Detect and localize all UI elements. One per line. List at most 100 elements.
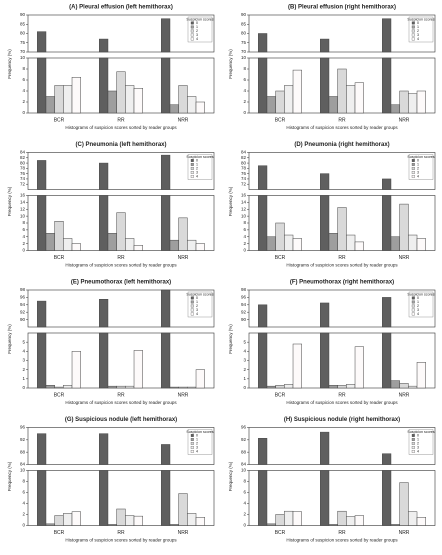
bar [354, 82, 364, 114]
bar [187, 96, 197, 114]
bar [266, 96, 276, 114]
legend-title: Suspicion scores [407, 292, 434, 296]
y-tick-label: 98 [241, 287, 247, 292]
legend-swatch [411, 21, 415, 25]
panel-title: (C) Pneumonia (left hemithorax) [75, 142, 166, 148]
bar [45, 233, 55, 251]
legend-title: Suspicion scores [186, 430, 213, 434]
y-tick-label: 84 [241, 150, 247, 155]
y-tick-label: 84 [241, 462, 247, 467]
y-tick-label: 12 [241, 206, 247, 211]
x-tick-label: BCR [54, 530, 65, 536]
bar-upper-part [258, 438, 268, 465]
bar [416, 362, 426, 389]
bar [45, 385, 55, 389]
legend-swatch [190, 33, 194, 37]
y-tick-label: 8 [243, 220, 246, 225]
legend-swatch [190, 163, 194, 166]
bar [195, 517, 205, 526]
legend-swatch [190, 312, 194, 316]
legend-label: 1 [196, 25, 198, 29]
bar [116, 385, 126, 389]
x-tick-label: BCR [275, 392, 286, 398]
y-axis-title: Frequency (%) [7, 461, 12, 491]
bar [275, 385, 285, 389]
y-tick-label: 8 [22, 479, 25, 484]
panel-title: (G) Suspicious nodule (left hemithorax) [65, 417, 177, 423]
legend-label: 0 [417, 296, 419, 300]
legend-swatch [190, 300, 194, 304]
y-tick-label: 2 [22, 512, 25, 517]
legend-swatch [411, 434, 415, 437]
x-tick-label: BCR [54, 255, 65, 261]
bar [133, 88, 143, 114]
upper-frame [27, 289, 215, 328]
bar [125, 385, 135, 389]
bar [195, 369, 205, 389]
legend-label: 0 [417, 21, 419, 25]
legend-label: 4 [196, 312, 198, 316]
bar [399, 90, 409, 114]
y-tick-label: 94 [241, 302, 247, 307]
bar [284, 384, 294, 389]
y-tick-label: 0 [243, 523, 246, 528]
legend-swatch [411, 171, 415, 174]
legend-swatch [190, 442, 194, 445]
x-tick-label: RR [117, 530, 125, 536]
y-tick-label: 4 [243, 234, 246, 239]
y-tick-label: 5 [243, 339, 246, 344]
legend-label: 2 [196, 29, 198, 33]
legend-swatch [190, 438, 194, 441]
y-tick-label: 2 [243, 367, 246, 372]
legend-swatch [190, 175, 194, 178]
bar [292, 511, 302, 526]
y-tick-label: 1 [22, 376, 25, 381]
legend-swatch [411, 300, 415, 304]
y-tick-label: 78 [20, 166, 26, 171]
y-tick-label: 0 [243, 110, 246, 115]
x-tick-label: NRR [399, 530, 410, 536]
x-tick-label: RR [338, 530, 346, 536]
bar [71, 77, 81, 114]
bar [71, 511, 81, 526]
legend-swatch [411, 33, 415, 37]
legend-label: 2 [417, 441, 419, 445]
y-tick-label: 4 [22, 501, 25, 506]
bar [63, 513, 73, 526]
y-tick-label: 75 [241, 40, 247, 45]
y-tick-label: 6 [22, 490, 25, 495]
bar [45, 523, 55, 526]
bar-lower-part [258, 470, 268, 526]
bar [292, 238, 302, 251]
x-axis-title: Histograms of suspicion scores sorted by… [286, 400, 398, 405]
legend-label: 3 [417, 308, 419, 312]
bar [275, 514, 285, 526]
y-tick-label: 80 [20, 160, 26, 165]
y-tick-label: 85 [241, 21, 247, 26]
legend-swatch [190, 159, 194, 162]
x-tick-label: NRR [178, 255, 189, 261]
y-tick-label: 96 [241, 295, 247, 300]
legend-swatch [190, 29, 194, 33]
bar-upper-part [37, 31, 47, 53]
y-tick-label: 72 [241, 181, 247, 186]
legend-title: Suspicion scores [186, 155, 213, 159]
bar [125, 85, 135, 114]
legend-label: 3 [417, 445, 419, 449]
y-axis-title: Frequency (%) [228, 49, 233, 79]
bar [116, 71, 126, 114]
bar [408, 511, 418, 526]
legend-title: Suspicion scores [186, 17, 213, 21]
x-tick-label: RR [338, 392, 346, 398]
legend-label: 1 [417, 437, 419, 441]
x-tick-label: BCR [275, 255, 286, 261]
bar [266, 523, 276, 526]
bar [133, 515, 143, 526]
y-tick-label: 90 [20, 317, 26, 322]
legend-label: 3 [417, 170, 419, 174]
y-tick-label: 0 [22, 385, 25, 390]
bar-lower-part [99, 195, 109, 251]
bar [178, 493, 188, 526]
y-tick-label: 10 [241, 213, 247, 218]
upper-frame [27, 152, 215, 190]
